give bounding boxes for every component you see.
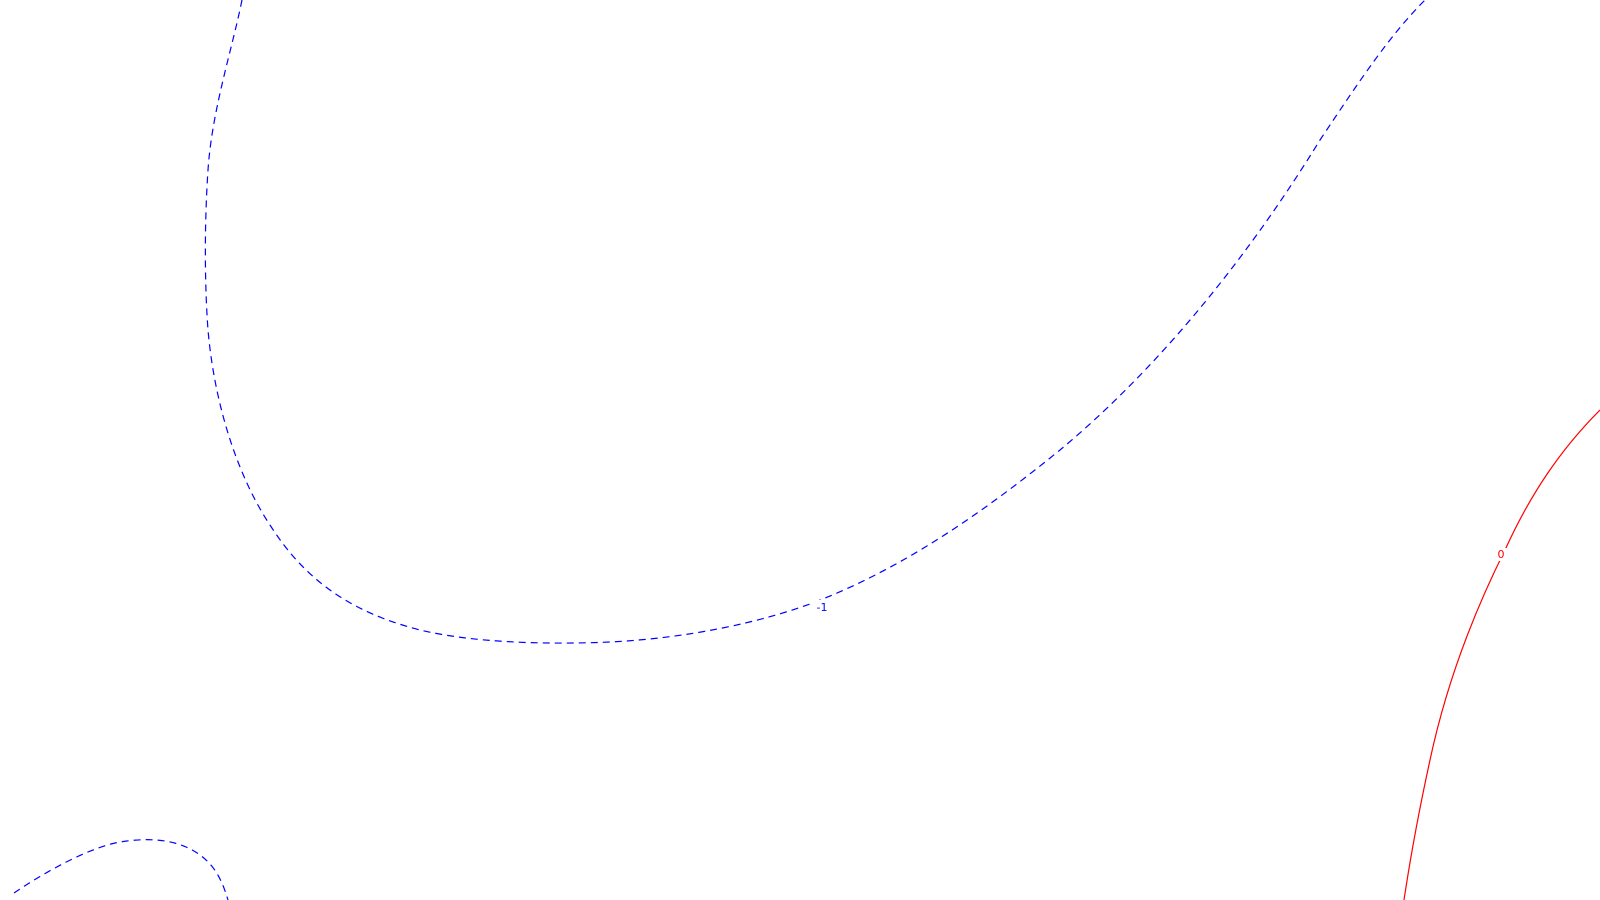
contour-label-neg1-text: -1	[817, 601, 828, 614]
contour-label-neg1-gap	[813, 600, 831, 613]
contour-label-0-text: 0	[1498, 548, 1505, 561]
contour-line-neg1-lower-left	[13, 839, 229, 900]
contour-label-0-gap	[1495, 548, 1507, 561]
contour-line-neg1-main	[204, 0, 1426, 644]
contour-label-0: 0	[1495, 548, 1507, 561]
contour-label-neg1: -1	[813, 600, 831, 614]
contour-line-0	[1403, 409, 1600, 900]
